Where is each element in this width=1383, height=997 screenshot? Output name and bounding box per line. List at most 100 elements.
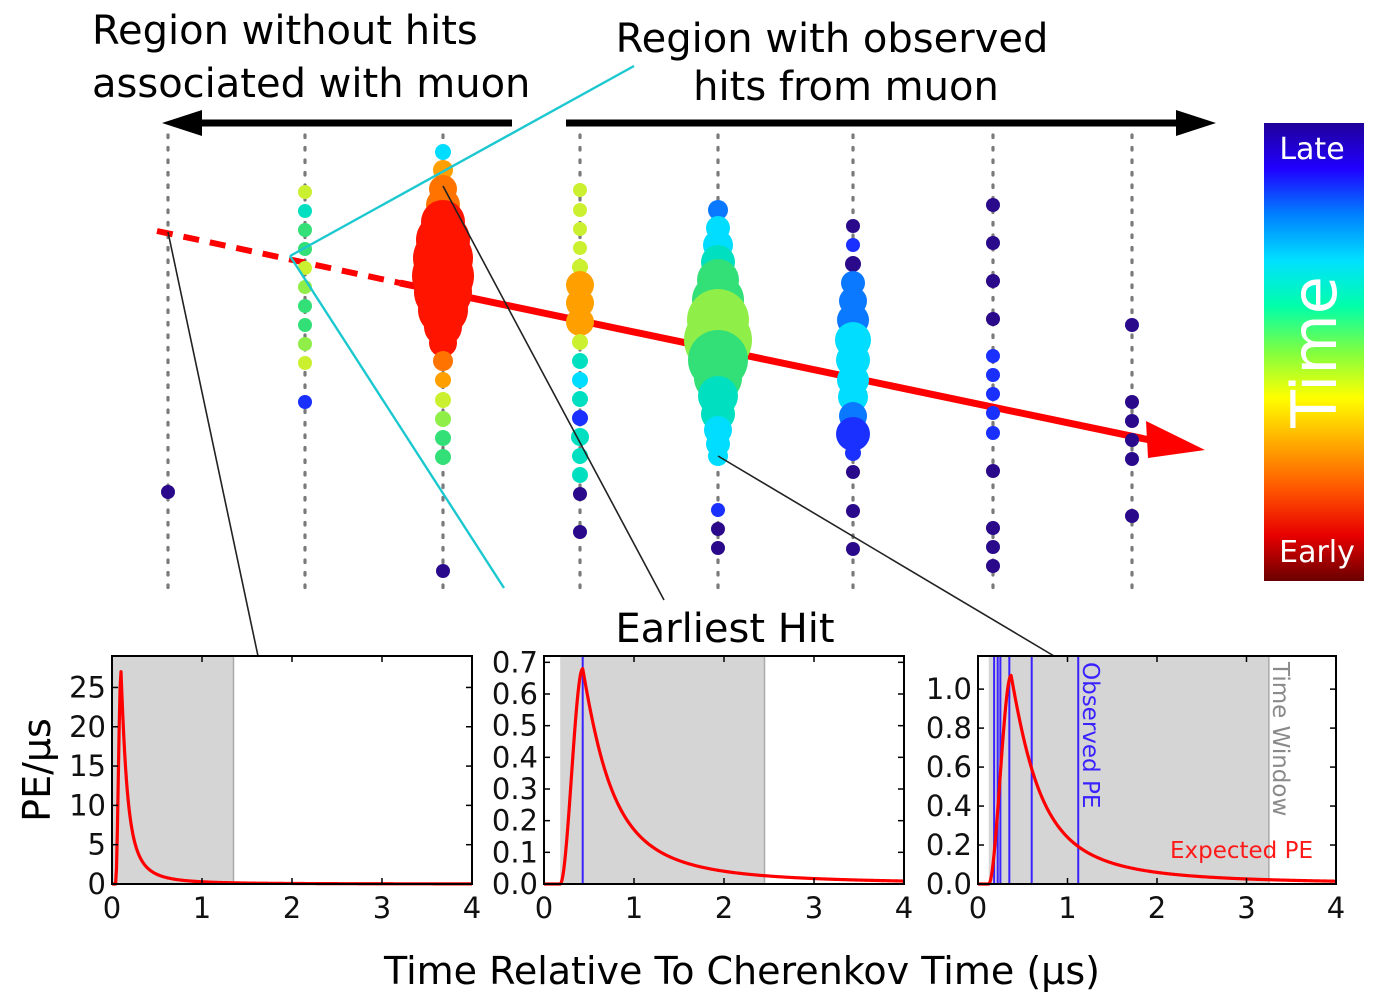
colorbar-title: Time (1278, 276, 1351, 429)
dom-hit (573, 241, 587, 255)
dom-hit (836, 417, 870, 451)
dom-hit (435, 144, 451, 160)
dom-hit (1125, 509, 1139, 523)
region-arrows (162, 110, 1216, 136)
left-region-annotation: Region without hits associated with muon (92, 8, 530, 107)
dom-hit (1125, 318, 1139, 332)
dom-hit (846, 219, 860, 233)
time-window (112, 656, 234, 884)
muon-track-dashed (156, 228, 401, 286)
y-tick-label: 0.4 (492, 740, 538, 774)
muon-track-solid (399, 279, 1151, 444)
dom-hit (573, 183, 587, 197)
panel-middle: 0 1 2 3 4 0.00.10.20.30.40.50.60.7 (492, 645, 913, 925)
dom-hit (986, 312, 1000, 326)
x-tick-label: 3 (373, 891, 391, 925)
dom-hit (298, 395, 312, 409)
y-tick-label: 0 (88, 867, 106, 901)
dom-hit (571, 428, 589, 446)
x-tick-label: 3 (1237, 891, 1255, 925)
x-tick-label: 0 (535, 891, 553, 925)
y-tick-label: 1.0 (926, 672, 972, 706)
y-tick-label: 10 (69, 788, 106, 822)
dom-hit (986, 368, 1000, 382)
y-tick-label: 0.3 (492, 772, 538, 806)
dom-hit (986, 198, 1000, 212)
x-tick-label: 4 (463, 891, 481, 925)
y-tick-label: 5 (88, 828, 106, 862)
y-tick-label: 0.6 (926, 750, 972, 784)
dom-hit (986, 540, 1000, 554)
x-tick-label: 1 (193, 891, 211, 925)
dom-hit (986, 406, 1000, 420)
dom-hit (986, 274, 1000, 288)
left-region-line1: Region without hits (92, 8, 478, 54)
dom-hit (298, 356, 312, 370)
y-tick-label: 25 (69, 670, 106, 704)
dom-hit (566, 308, 594, 336)
right-region-annotation: Region with observed hits from muon (616, 16, 1049, 110)
dom-hit (572, 372, 588, 388)
dom-hit (436, 564, 450, 578)
dom-hit (986, 559, 1000, 573)
dom-hit (986, 426, 1000, 440)
dom-hit (298, 318, 312, 332)
dom-hit (572, 334, 588, 350)
dom-hit (572, 353, 588, 369)
time-window (560, 656, 765, 884)
connector-left (167, 231, 259, 657)
y-tick-label: 0.4 (926, 789, 972, 823)
expected-pe-label: Expected PE (1170, 838, 1313, 864)
x-tick-label: 0 (103, 891, 121, 925)
dom-hit (161, 485, 175, 499)
x-tick-label: 2 (283, 891, 301, 925)
cherenkov-cone (288, 64, 635, 589)
y-tick-label: 0.2 (926, 828, 972, 862)
cone-lower-edge (288, 255, 506, 589)
time-window (988, 656, 1269, 884)
dom-hit (986, 349, 1000, 363)
dom-hit (435, 392, 451, 408)
dom-hit (573, 525, 587, 539)
dom-hit (711, 503, 725, 517)
y-tick-label: 0.5 (492, 709, 538, 743)
dom-hit (708, 200, 728, 220)
y-tick-label: 0.1 (492, 835, 538, 869)
dom-hit (298, 261, 312, 275)
panel-right: 0 1 2 3 4 0.0 0.2 0.4 0.6 0.8 1.0 (926, 655, 1345, 925)
y-tick-label: 0.0 (492, 867, 538, 901)
connector-right (717, 455, 1055, 657)
dom-hit (1125, 452, 1139, 466)
dom-hit (572, 448, 588, 464)
expected-pe-curve (977, 673, 1337, 886)
dom-hit (846, 542, 860, 556)
panel-connectors (167, 185, 1055, 657)
right-region-line2: hits from muon (693, 64, 999, 110)
y-tick-label: 15 (69, 749, 106, 783)
dom-hit (845, 445, 861, 461)
dom-hit (846, 504, 860, 518)
dom-hit (298, 185, 312, 199)
dom-hit (435, 372, 451, 388)
dom-hit (572, 410, 588, 426)
y-axis-label: PE/μs (15, 718, 59, 822)
x-axis-label: Time Relative To Cherenkov Time (μs) (383, 949, 1100, 993)
x-tick-label: 3 (805, 891, 823, 925)
dom-hit (986, 464, 1000, 478)
dom-hit (572, 467, 588, 483)
dom-hit (1125, 395, 1139, 409)
right-region-arrowhead (1176, 110, 1216, 136)
dom-hit (986, 521, 1000, 535)
dom-hits (161, 144, 1139, 578)
dom-hit (711, 541, 725, 555)
dom-hit (433, 351, 453, 371)
dom-hit (711, 522, 725, 536)
dom-hit (846, 238, 860, 252)
dom-hit (572, 259, 588, 275)
x-tick-label: 4 (1327, 891, 1345, 925)
expected-pe-curve (543, 667, 905, 886)
dom-hit (298, 299, 312, 313)
muon-track-arrowhead (1146, 421, 1205, 458)
dom-hit (298, 337, 312, 351)
